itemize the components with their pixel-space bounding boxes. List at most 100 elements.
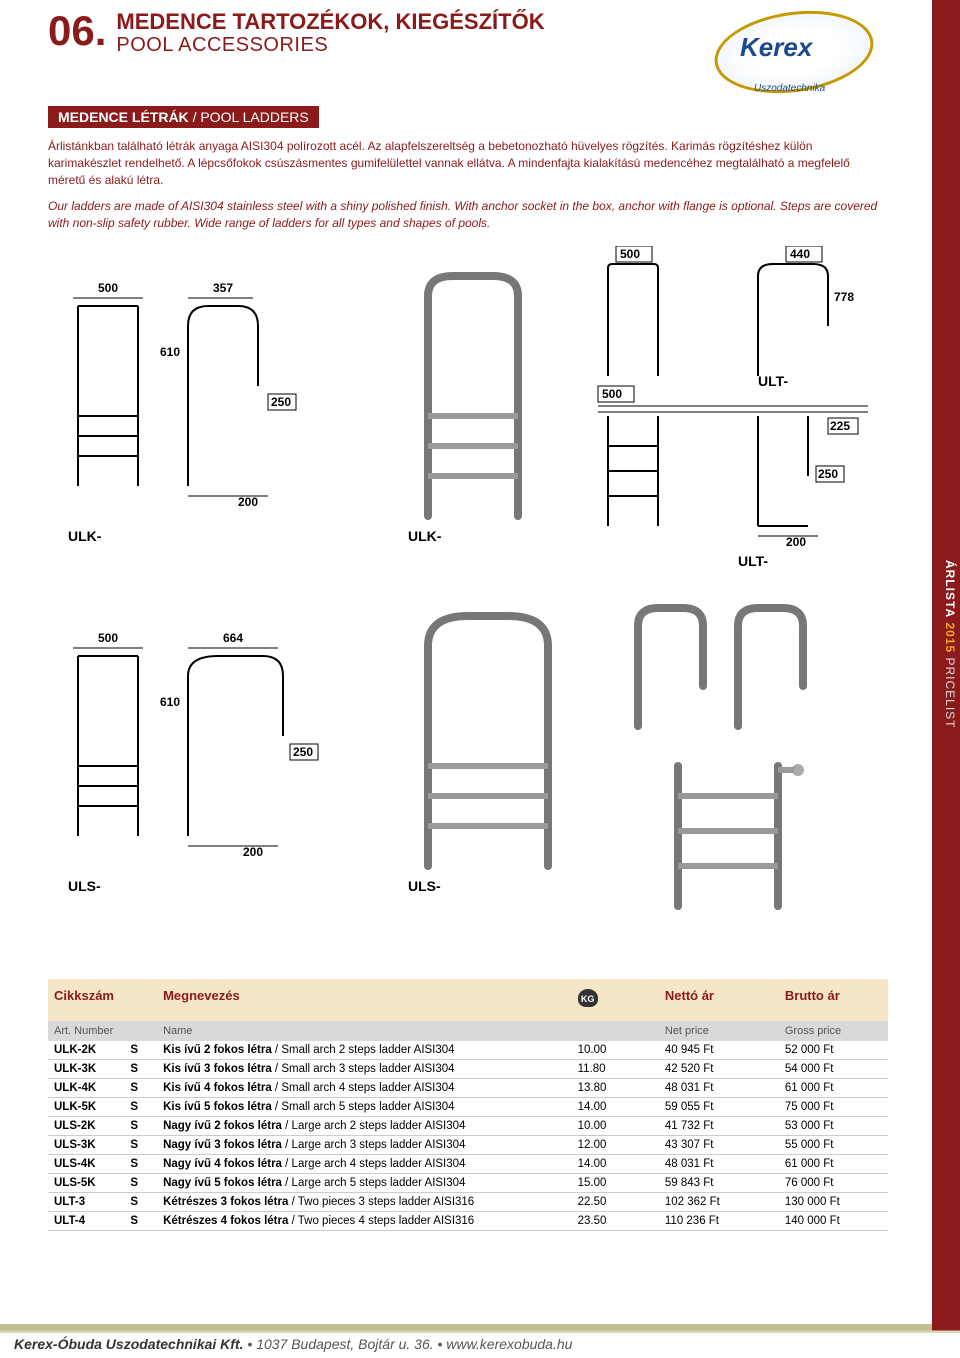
label-uls1: ULS- [68,878,101,894]
label-ult1: ULT- [758,373,788,389]
table-row: ULS-2KSNagy ívű 2 fokos létra / Large ar… [48,1116,888,1135]
dim-500: 500 [98,281,118,295]
table-row: ULK-4KSKis ívű 4 fokos létra / Small arc… [48,1078,888,1097]
cell-art: ULS-3K [48,1135,124,1154]
th-gross-en: Gross price [779,1021,888,1041]
cell-art: ULK-3K [48,1059,124,1078]
dim-610: 610 [160,345,180,359]
th-name-en: Name [157,1021,572,1041]
cell-gross: 140 000 Ft [779,1211,888,1230]
intro-en: Our ladders are made of AISI304 stainles… [48,198,880,232]
table-header-en: Art. Number Name Net price Gross price [48,1021,888,1041]
dim-250c: 250 [293,745,313,759]
cell-kg: 10.00 [572,1041,659,1060]
cell-gross: 130 000 Ft [779,1192,888,1211]
cell-gross: 61 000 Ft [779,1154,888,1173]
cell-art: ULK-4K [48,1078,124,1097]
cell-kg: 14.00 [572,1154,659,1173]
label-ult2: ULT- [738,553,768,569]
table-body: ULK-2KSKis ívű 2 fokos létra / Small arc… [48,1041,888,1231]
cell-net: 48 031 Ft [659,1154,779,1173]
cell-gross: 53 000 Ft [779,1116,888,1135]
cell-name: Kis ívű 3 fokos létra / Small arch 3 ste… [157,1059,572,1078]
cell-net: 40 945 Ft [659,1041,779,1060]
cell-name: Nagy ívű 2 fokos létra / Large arch 2 st… [157,1116,572,1135]
cell-name: Kétrészes 3 fokos létra / Two pieces 3 s… [157,1192,572,1211]
table-row: ULS-5KSNagy ívű 5 fokos létra / Large ar… [48,1173,888,1192]
table-row: ULK-3KSKis ívű 3 fokos létra / Small arc… [48,1059,888,1078]
footer-addr: 1037 Budapest, Bojtár u. 36. [256,1336,433,1352]
content-area: 06. MEDENCE TARTOZÉKOK, KIEGÉSZÍTŐK POOL… [0,0,920,1231]
cell-net: 59 843 Ft [659,1173,779,1192]
table-row: ULS-4KSNagy ívű 4 fokos létra / Large ar… [48,1154,888,1173]
cell-s: S [124,1078,157,1097]
footer-company: Kerex-Óbuda Uszodatechnikai Kft. [14,1336,244,1352]
header-left: 06. MEDENCE TARTOZÉKOK, KIEGÉSZÍTŐK POOL… [48,10,545,57]
weight-icon: KG [578,989,598,1007]
cell-gross: 61 000 Ft [779,1078,888,1097]
sidebar: ÁRLISTA 2015 PRICELIST 73 [932,0,960,1358]
cell-name: Nagy ívű 5 fokos létra / Large arch 5 st… [157,1173,572,1192]
cell-gross: 55 000 Ft [779,1135,888,1154]
cell-art: ULS-2K [48,1116,124,1135]
footer-text: Kerex-Óbuda Uszodatechnikai Kft. • 1037 … [14,1336,572,1352]
label-uls2: ULS- [408,878,441,894]
dim-250b: 250 [818,467,838,481]
cell-gross: 75 000 Ft [779,1097,888,1116]
th-net-hu: Nettó ár [659,979,779,1021]
cell-art: ULK-5K [48,1097,124,1116]
dim-610b: 610 [160,695,180,709]
cell-net: 102 362 Ft [659,1192,779,1211]
brand-logo: Kerex Uszodatechnika [710,10,880,100]
table-header-hu: Cikkszám Megnevezés KG Nettó ár Brutto á… [48,979,888,1021]
ladder-diagrams: 500 357 610 250 200 ULK- [48,246,888,946]
cell-kg: 23.50 [572,1211,659,1230]
cell-gross: 54 000 Ft [779,1059,888,1078]
label-ulk1: ULK- [68,528,102,544]
cell-s: S [124,1192,157,1211]
cell-art: ULS-5K [48,1173,124,1192]
cell-kg: 10.00 [572,1116,659,1135]
th-name-hu: Megnevezés [157,979,572,1021]
section-title-hu: MEDENCE TARTOZÉKOK, KIEGÉSZÍTŐK [116,10,544,34]
cell-s: S [124,1041,157,1060]
cell-name: Kis ívű 4 fokos létra / Small arch 4 ste… [157,1078,572,1097]
section-title-en: POOL ACCESSORIES [116,34,544,57]
cell-kg: 13.80 [572,1078,659,1097]
cell-net: 59 055 Ft [659,1097,779,1116]
cell-kg: 11.80 [572,1059,659,1078]
dim-200c: 200 [243,845,263,859]
cell-net: 41 732 Ft [659,1116,779,1135]
subsection-hu: MEDENCE LÉTRÁK [58,109,189,125]
footer: Kerex-Óbuda Uszodatechnikai Kft. • 1037 … [0,1322,960,1358]
sidebar-sub: PRICELIST [943,658,957,729]
cell-name: Kis ívű 5 fokos létra / Small arch 5 ste… [157,1097,572,1116]
cell-kg: 12.00 [572,1135,659,1154]
header: 06. MEDENCE TARTOZÉKOK, KIEGÉSZÍTŐK POOL… [48,10,880,100]
dim-500b: 500 [620,247,640,261]
logo-sub: Uszodatechnika [754,83,825,94]
cell-s: S [124,1116,157,1135]
cell-s: S [124,1059,157,1078]
th-art-en: Art. Number [48,1021,157,1041]
logo-name: Kerex [740,32,812,63]
section-titles: MEDENCE TARTOZÉKOK, KIEGÉSZÍTŐK POOL ACC… [116,10,544,57]
th-net-en: Net price [659,1021,779,1041]
cell-art: ULS-4K [48,1154,124,1173]
sidebar-label: ÁRLISTA 2015 PRICELIST [943,560,957,729]
dim-250: 250 [271,395,291,409]
cell-name: Kétrészes 4 fokos létra / Two pieces 4 s… [157,1211,572,1230]
price-table: Cikkszám Megnevezés KG Nettó ár Brutto á… [48,979,888,1231]
cell-gross: 76 000 Ft [779,1173,888,1192]
cell-net: 48 031 Ft [659,1078,779,1097]
cell-gross: 52 000 Ft [779,1041,888,1060]
label-ulk2: ULK- [408,528,442,544]
intro-hu: Árlistánkban található létrák anyaga AIS… [48,138,880,188]
cell-net: 43 307 Ft [659,1135,779,1154]
section-number: 06. [48,10,106,52]
table-row: ULT-4SKétrészes 4 fokos létra / Two piec… [48,1211,888,1230]
sidebar-main: ÁRLISTA [943,560,957,618]
cell-art: ULT-4 [48,1211,124,1230]
cell-kg: 14.00 [572,1097,659,1116]
dim-778: 778 [834,290,854,304]
